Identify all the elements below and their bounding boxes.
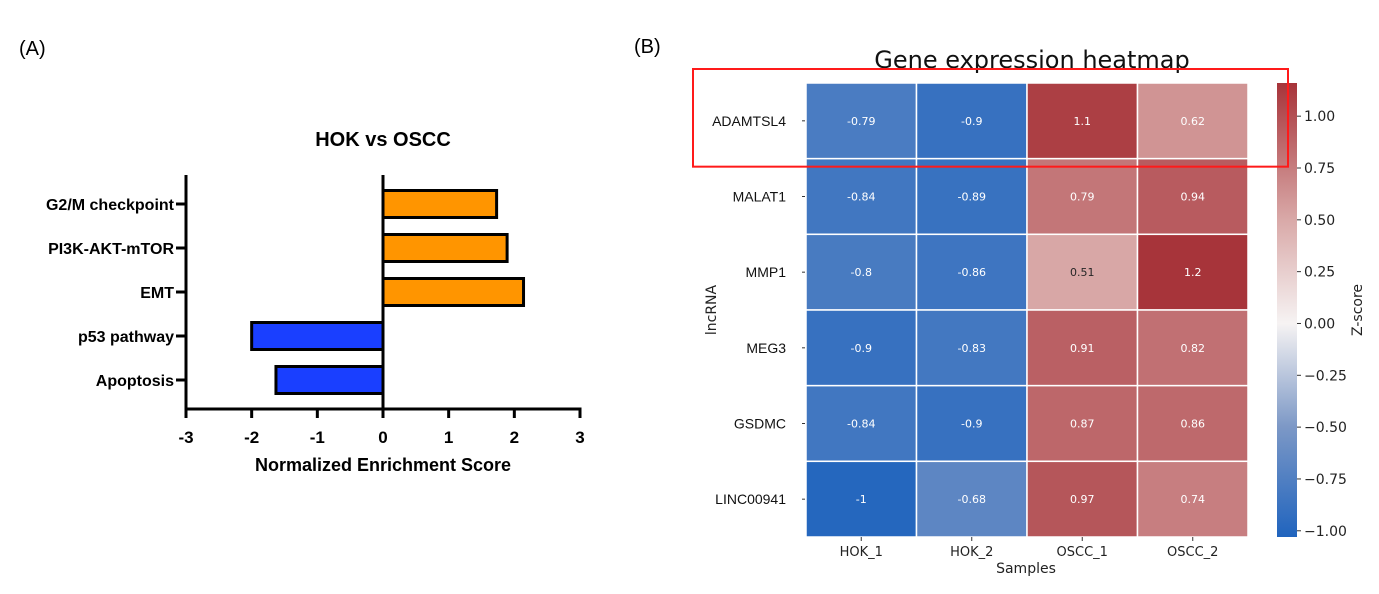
heatmap-row-label: ADAMTSL4 [712,113,786,129]
heatmap-cell [915,233,1028,311]
bar-g2-m-checkpoint [381,189,499,219]
bar-x-tick-label: -3 [178,428,193,447]
heatmap-row-labels: ADAMTSL4 MALAT1 MMP1 MEG3 GSDMC LINC00941 [712,113,805,507]
heatmap-cell [1026,460,1139,538]
colorbar-tick-label: −0.25 [1304,368,1347,384]
heatmap-cell-value: -0.8 [851,266,872,279]
bar-category-label: p53 pathway [78,329,174,346]
heatmap-cell-value: -0.84 [847,191,875,204]
heatmap-row-label: MMP1 [746,264,787,280]
bar-apoptosis [274,365,385,395]
bar-marks [250,189,526,395]
bar-category-label: G2/M checkpoint [46,197,175,214]
heatmap-cell-value: 0.86 [1181,418,1206,431]
colorbar-tick-label: 0.75 [1304,161,1335,177]
heatmap-col-label: OSCC_2 [1167,545,1218,560]
heatmap-cell-value: -1 [856,493,867,506]
heatmap-cell [805,384,918,463]
heatmap-row-label: GSDMC [734,416,786,432]
heatmap-cell-value: 0.97 [1070,493,1095,506]
heatmap-cell-value: -0.83 [958,342,986,355]
heatmap-cell [1136,82,1249,160]
colorbar-tick-label: 0.25 [1304,265,1335,281]
heatmap-cell-value: 0.74 [1181,493,1206,506]
bar-category-label: Apoptosis [96,373,174,390]
heatmap-cell-value: -0.9 [961,115,982,128]
heatmap-cell [1026,309,1139,387]
heatmap-cell-value: 0.79 [1070,191,1095,204]
heatmap-cell-value: -0.89 [958,191,986,204]
heatmap-row-label: LINC00941 [715,491,786,507]
heatmap-cell-value: 0.87 [1070,418,1095,431]
heatmap-cell [1026,82,1139,160]
colorbar-ticks: 1.00 0.75 0.50 0.25 0.00 −0.25 −0.50 −0.75 −1.00 [1297,109,1347,540]
bar-category-label: PI3K-AKT-mTOR [48,241,174,258]
heatmap-cell-value: -0.9 [851,342,872,355]
heatmap-cell-value: -0.84 [847,418,875,431]
bar-x-tick-labels: -3 -2 -1 0 1 2 3 [178,428,584,447]
bar-x-tick-label: 2 [510,428,519,447]
bar-p53-pathway [250,321,385,351]
bar-emt [381,277,526,307]
heatmap-column-labels: HOK_1 HOK_2 OSCC_1 OSCC_2 [840,537,1218,560]
heatmap-cell [915,157,1028,236]
heatmap-cell [915,460,1028,538]
heatmap-cell [915,82,1028,160]
highlight-box [692,68,1289,168]
colorbar-tick-label: 1.00 [1304,109,1335,125]
heatmap-cell-value: -0.9 [961,418,982,431]
heatmap-cell-value: 0.62 [1181,115,1206,128]
panel-label-b: (B) [634,36,661,58]
heatmap-row-label: MALAT1 [733,189,787,205]
heatmap-cell-value: -0.68 [958,493,986,506]
colorbar-tick-label: 0.00 [1304,316,1335,332]
bar-chart: HOK vs OSCC G2/M checkpoint PI3K-AKT-mTOR… [46,129,585,475]
heatmap-cell-value: 0.51 [1070,266,1095,279]
heatmap-cell-value: 1.1 [1074,115,1092,128]
colorbar-tick-label: −1.00 [1304,524,1347,540]
bar-pi3k-akt-mtor [381,233,509,263]
heatmap-cell [1136,460,1249,538]
heatmap-cell [1136,157,1249,236]
heatmap-cell-value: 0.82 [1181,342,1206,355]
heatmap-cells: -0.79 -0.9 1.1 0.62 -0.84 -0.89 0.79 0.94 -0.8 -0… [805,82,1249,538]
colorbar-tick-label: −0.75 [1304,472,1347,488]
heatmap-x-axis-label: Samples [996,561,1056,577]
heatmap-cell [1136,309,1249,387]
heatmap-col-label: HOK_2 [950,545,993,560]
bar-x-axis-label: Normalized Enrichment Score [255,455,511,475]
heatmap-y-axis-label: lncRNA [704,284,720,335]
bar-category-labels: G2/M checkpoint PI3K-AKT-mTOR EMT p53 pathw… [46,197,175,390]
heatmap-cell-value: -0.86 [958,266,986,279]
heatmap-cell [805,460,918,538]
heatmap-cell-value: 0.91 [1070,342,1095,355]
heatmap-cell [1026,384,1139,463]
bar-x-tick-label: -1 [310,428,325,447]
bar-chart-title: HOK vs OSCC [315,129,451,151]
heatmap-cell [915,384,1028,463]
colorbar [1277,83,1297,537]
heatmap-cell-value: -0.79 [847,115,875,128]
heatmap-cell [1136,233,1249,311]
heatmap-cell-value: 0.94 [1181,191,1206,204]
heatmap-cell [915,309,1028,387]
heatmap-chart: Gene expression heatmap -0.79 -0.9 1.1 0.62… [692,46,1366,577]
colorbar-label: Z-score [1350,284,1366,336]
heatmap-col-label: OSCC_1 [1057,545,1108,560]
bar-x-tick-label: 0 [378,428,387,447]
bar-x-tick-label: 3 [575,428,584,447]
heatmap-col-label: HOK_1 [840,545,883,560]
bar-category-label: EMT [140,285,174,302]
panel-label-a: (A) [19,38,46,60]
heatmap-cell [805,309,918,387]
bar-x-tick-label: -2 [244,428,259,447]
bar-x-tick-label: 1 [444,428,453,447]
heatmap-row-label: MEG3 [746,340,786,356]
heatmap-cell-value: 1.2 [1184,266,1202,279]
colorbar-tick-label: −0.50 [1304,420,1347,436]
colorbar-tick-label: 0.50 [1304,213,1335,229]
